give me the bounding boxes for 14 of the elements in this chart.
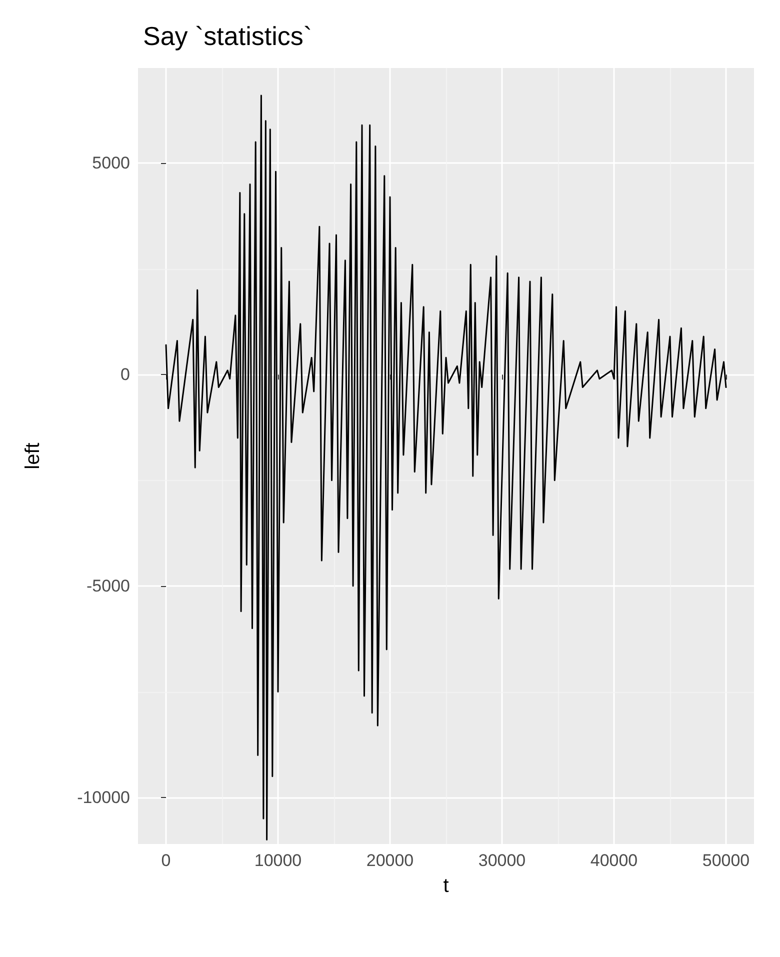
x-tick-label: 30000	[478, 851, 526, 870]
y-tick-label: 0	[120, 365, 130, 384]
x-tick-label: 10000	[254, 851, 302, 870]
y-tick-label: -10000	[77, 788, 130, 807]
x-tick-label: 40000	[590, 851, 638, 870]
x-axis-title: t	[443, 875, 450, 897]
y-tick-label: -5000	[86, 576, 130, 596]
x-tick-label: 0	[161, 851, 171, 870]
x-tick-label: 20000	[366, 851, 414, 870]
y-tick-label: 5000	[92, 154, 130, 173]
x-tick-label: 50000	[702, 851, 750, 870]
y-axis-title: left	[22, 442, 44, 470]
chart-title: Say `statistics`	[143, 21, 312, 51]
line-series	[165, 94, 727, 841]
